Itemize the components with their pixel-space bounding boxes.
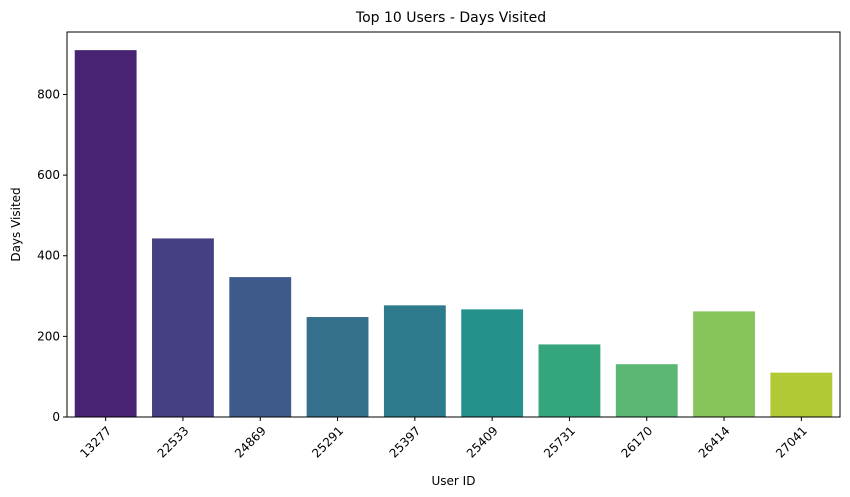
y-tick-label: 0 — [52, 410, 60, 424]
y-axis: 0 200 400 600 800 — [37, 87, 67, 424]
x-tick-label: 26414 — [696, 424, 733, 461]
y-tick-label: 600 — [37, 168, 60, 182]
bar-25731 — [538, 344, 601, 417]
x-tick-label: 27041 — [773, 424, 810, 461]
x-tick-label: 25731 — [541, 424, 578, 461]
y-tick-label: 200 — [37, 329, 60, 343]
x-tick-label: 22533 — [155, 424, 192, 461]
y-axis-label: Days Visited — [9, 187, 23, 261]
bar-26414 — [693, 311, 755, 417]
bar-26170 — [615, 364, 678, 417]
bar-25291 — [306, 317, 369, 417]
bar-22533 — [152, 238, 214, 417]
bars-group — [74, 50, 833, 418]
x-tick-label: 13277 — [77, 424, 114, 461]
bar-25409 — [461, 309, 524, 417]
x-tick-label: 25291 — [309, 424, 346, 461]
x-axis-label: User ID — [432, 474, 476, 488]
chart-title: Top 10 Users - Days Visited — [355, 10, 546, 26]
x-tick-label: 25409 — [464, 424, 501, 461]
x-tick-label: 25397 — [387, 424, 424, 461]
bar-13277 — [74, 50, 137, 418]
bar-27041 — [770, 372, 833, 417]
x-tick-label: 24869 — [232, 424, 269, 461]
x-axis: 13277 22533 24869 25291 25397 25409 25731 26170… — [77, 417, 810, 461]
bar-24869 — [229, 277, 292, 417]
plot-frame — [66, 31, 841, 418]
y-tick-label: 400 — [37, 249, 60, 263]
y-tick-label: 800 — [37, 87, 60, 101]
bar-25397 — [383, 305, 446, 417]
x-tick-label: 26170 — [618, 424, 655, 461]
